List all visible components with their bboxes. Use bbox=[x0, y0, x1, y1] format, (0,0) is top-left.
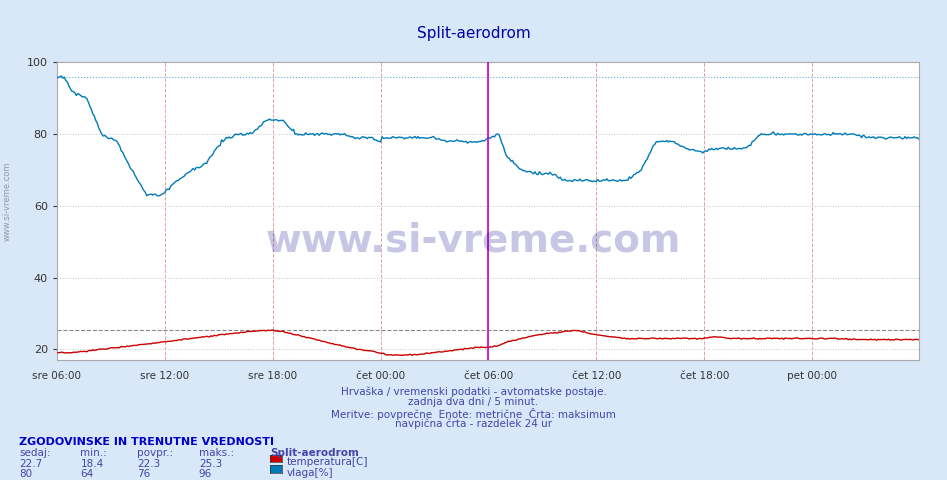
Text: 80: 80 bbox=[19, 469, 32, 480]
Text: Meritve: povprečne  Enote: metrične  Črta: maksimum: Meritve: povprečne Enote: metrične Črta:… bbox=[331, 408, 616, 420]
Text: min.:: min.: bbox=[80, 448, 107, 458]
Text: Split-aerodrom: Split-aerodrom bbox=[270, 448, 359, 458]
Text: pet 00:00: pet 00:00 bbox=[787, 371, 837, 381]
Text: 22.7: 22.7 bbox=[19, 459, 43, 469]
Text: Hrvaška / vremenski podatki - avtomatske postaje.: Hrvaška / vremenski podatki - avtomatske… bbox=[341, 386, 606, 397]
Text: sre 12:00: sre 12:00 bbox=[140, 371, 189, 381]
Text: 96: 96 bbox=[199, 469, 212, 480]
Text: navpična črta - razdelek 24 ur: navpična črta - razdelek 24 ur bbox=[395, 419, 552, 429]
Text: 64: 64 bbox=[80, 469, 94, 480]
Text: 76: 76 bbox=[137, 469, 151, 480]
Text: čet 12:00: čet 12:00 bbox=[572, 371, 621, 381]
Text: maks.:: maks.: bbox=[199, 448, 234, 458]
Text: zadnja dva dni / 5 minut.: zadnja dva dni / 5 minut. bbox=[408, 397, 539, 408]
Text: www.si-vreme.com: www.si-vreme.com bbox=[3, 162, 12, 241]
Text: temperatura[C]: temperatura[C] bbox=[287, 457, 368, 468]
Text: sre 18:00: sre 18:00 bbox=[248, 371, 297, 381]
Text: čet 00:00: čet 00:00 bbox=[356, 371, 405, 381]
Text: www.si-vreme.com: www.si-vreme.com bbox=[266, 221, 681, 259]
Text: čet 06:00: čet 06:00 bbox=[464, 371, 513, 381]
Text: vlaga[%]: vlaga[%] bbox=[287, 468, 333, 478]
Text: čet 18:00: čet 18:00 bbox=[680, 371, 729, 381]
Text: 25.3: 25.3 bbox=[199, 459, 223, 469]
Text: sedaj:: sedaj: bbox=[19, 448, 50, 458]
Text: 22.3: 22.3 bbox=[137, 459, 161, 469]
Text: sre 06:00: sre 06:00 bbox=[32, 371, 81, 381]
Text: 18.4: 18.4 bbox=[80, 459, 104, 469]
Text: ZGODOVINSKE IN TRENUTNE VREDNOSTI: ZGODOVINSKE IN TRENUTNE VREDNOSTI bbox=[19, 437, 274, 447]
Text: Split-aerodrom: Split-aerodrom bbox=[417, 26, 530, 41]
Text: povpr.:: povpr.: bbox=[137, 448, 173, 458]
